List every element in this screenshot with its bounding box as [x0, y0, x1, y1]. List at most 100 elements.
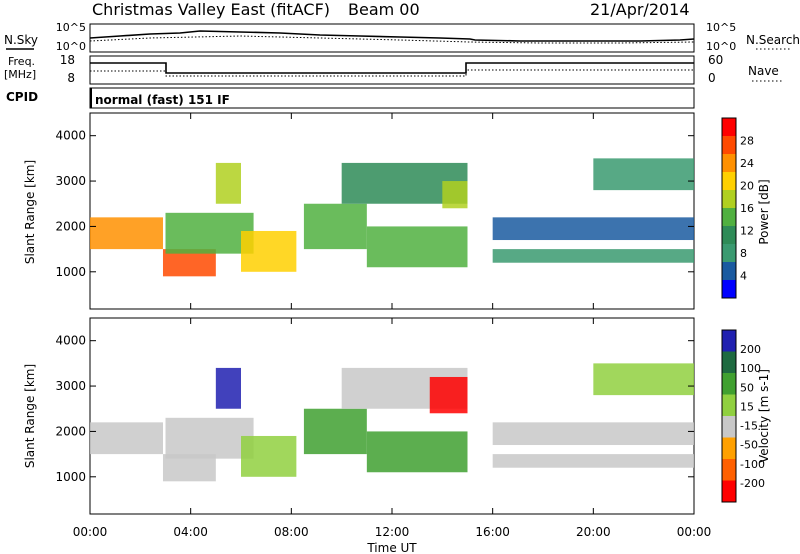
colorbar-tick-label: 8: [740, 247, 747, 260]
x-tick-label: 12:00: [375, 525, 410, 539]
colorbar-tick-label: -200: [740, 477, 765, 490]
station-title: Christmas Valley East (fitACF): [92, 0, 330, 19]
power-ylabel: Slant Range [km]: [23, 160, 37, 264]
freq-label: Freq.: [8, 55, 35, 68]
x-tick-label: 08:00: [274, 525, 309, 539]
nave-trace: [90, 69, 694, 77]
x-tick-label: 16:00: [475, 525, 510, 539]
colorbar-tick-label: 16: [740, 202, 754, 215]
colorbar-tick-label: 24: [740, 157, 754, 170]
velocity-colorbar-title: Velocity [m s-1]: [757, 369, 771, 463]
colorbar-tick-label: 50: [740, 381, 754, 394]
velocity-ylabel: Slant Range [km]: [23, 364, 37, 468]
velocity-echo-region: [366, 431, 468, 473]
freq-strip-frame: [89, 55, 695, 85]
noise-tick-bottom-left: 10^0: [56, 40, 86, 53]
colorbar-swatch: [722, 459, 736, 481]
power-echoes: [90, 158, 694, 277]
colorbar-swatch: [722, 480, 736, 503]
velocity-colorbar: 200 100 50 15 -15 -50 -100 -200: [721, 329, 765, 503]
velocity-echo-region: [429, 376, 468, 414]
colorbar-frame: [721, 329, 737, 503]
power-echo-region: [90, 217, 163, 250]
colorbar-swatch: [722, 351, 736, 374]
nave-tick-bottom: 0: [708, 71, 716, 85]
colorbar-swatch: [722, 118, 736, 137]
noise-strip-frame: [89, 23, 695, 53]
power-echo-region: [215, 162, 241, 204]
power-echo-region: [442, 181, 468, 209]
colorbar-tick-label: 28: [740, 135, 754, 148]
x-tick-label: 00:00: [73, 525, 108, 539]
colorbar-swatch: [722, 394, 736, 417]
colorbar-swatch: [722, 226, 736, 245]
colorbar-frame: [721, 117, 737, 299]
colorbar-swatch: [722, 330, 736, 352]
nave-label: Nave: [748, 64, 779, 78]
power-echo-region: [165, 212, 254, 254]
colorbar-swatch: [722, 136, 736, 155]
colorbar-tick-label: 12: [740, 225, 754, 238]
x-tick-label: 04:00: [173, 525, 208, 539]
date-label: 21/Apr/2014: [590, 0, 690, 19]
freq-tick-top: 18: [60, 53, 75, 67]
colorbar-swatch: [722, 172, 736, 191]
colorbar-swatch: [722, 373, 736, 395]
nsky-trace: [89, 30, 695, 42]
colorbar-swatch: [722, 244, 736, 263]
colorbar-tick-label: 100: [740, 362, 761, 375]
time-axis: 00:00 04:00 08:00 12:00 16:00 20:00 00:00: [73, 113, 712, 539]
y-tick-label: 2000: [55, 219, 86, 233]
colorbar-tick-label: 15: [740, 400, 754, 413]
beam-label: Beam 00: [348, 0, 420, 19]
colorbar-swatch: [722, 416, 736, 438]
velocity-panel-frame: [89, 317, 695, 515]
freq-trace: [90, 62, 694, 74]
power-colorbar-title: Power [dB]: [757, 179, 771, 244]
colorbar-tick-label: 4: [740, 270, 747, 283]
colorbar-tick-label: 20: [740, 180, 754, 193]
colorbar-swatch: [722, 262, 736, 281]
power-panel-frame: [89, 112, 695, 310]
power-echo-region: [492, 249, 694, 263]
freq-tick-bottom: 8: [67, 71, 75, 85]
cpid-text: normal (fast) 151 IF: [95, 93, 230, 107]
power-echo-region: [593, 158, 694, 191]
velocity-echo-region: [165, 417, 254, 459]
nsky-label: N.Sky: [4, 33, 38, 47]
nsearch-label: N.Search: [746, 33, 800, 47]
noise-tick-bottom-right: 10^0: [706, 40, 736, 53]
power-y-axis: 1000 2000 3000 4000: [55, 129, 694, 279]
colorbar-swatch: [722, 154, 736, 173]
y-tick-label: 3000: [55, 174, 86, 188]
x-tick-label: 00:00: [677, 525, 712, 539]
noise-tick-top-right: 10^5: [706, 21, 736, 34]
colorbar-swatch: [722, 190, 736, 209]
colorbar-tick-label: -15: [740, 420, 758, 433]
velocity-y-axis: 1000 2000 3000 4000: [55, 334, 694, 484]
colorbar-tick-label: -50: [740, 439, 758, 452]
velocity-echo-region: [593, 363, 694, 396]
cpid-label: CPID: [6, 90, 38, 104]
colorbar-swatch: [722, 208, 736, 227]
y-tick-label: 4000: [55, 334, 86, 348]
colorbar-tick-label: -100: [740, 458, 765, 471]
power-echo-region: [241, 230, 297, 272]
x-tick-label: 20:00: [576, 525, 611, 539]
noise-tick-top-left: 10^5: [56, 21, 86, 34]
power-echo-region: [303, 203, 367, 250]
nave-tick-top: 60: [708, 53, 723, 67]
y-tick-label: 3000: [55, 379, 86, 393]
colorbar-swatch: [722, 280, 736, 299]
velocity-echoes: [90, 363, 694, 482]
y-tick-label: 1000: [55, 470, 86, 484]
velocity-echo-region: [241, 435, 297, 477]
velocity-echo-region: [492, 454, 694, 468]
velocity-echo-region: [90, 422, 163, 455]
y-tick-label: 2000: [55, 424, 86, 438]
colorbar-tick-label: 200: [740, 343, 761, 356]
freq-unit-label: [MHz]: [4, 68, 36, 81]
y-tick-label: 1000: [55, 265, 86, 279]
velocity-echo-region: [215, 367, 241, 409]
